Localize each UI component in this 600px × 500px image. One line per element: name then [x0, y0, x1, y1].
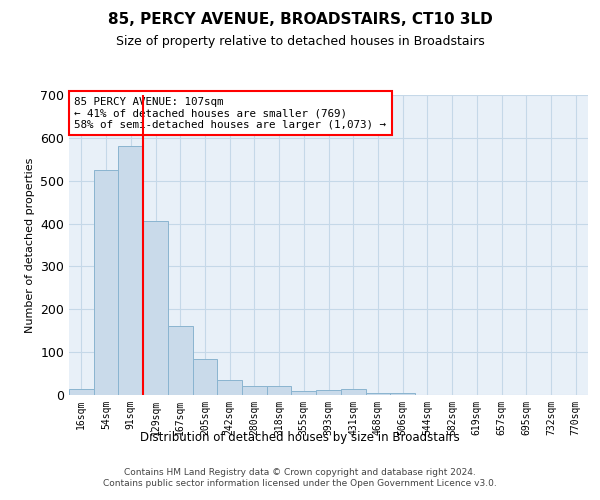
Bar [168, 326, 193, 395]
Bar [341, 388, 365, 395]
Bar [292, 390, 316, 395]
Bar [118, 146, 143, 395]
Bar [242, 386, 267, 395]
Bar [143, 222, 168, 395]
Bar [390, 393, 415, 395]
Bar [94, 170, 118, 395]
Bar [193, 358, 217, 395]
Bar [217, 380, 242, 395]
Bar [267, 386, 292, 395]
Bar [316, 390, 341, 395]
Y-axis label: Number of detached properties: Number of detached properties [25, 158, 35, 332]
Bar [365, 393, 390, 395]
Text: Contains HM Land Registry data © Crown copyright and database right 2024.
Contai: Contains HM Land Registry data © Crown c… [103, 468, 497, 487]
Text: 85 PERCY AVENUE: 107sqm
← 41% of detached houses are smaller (769)
58% of semi-d: 85 PERCY AVENUE: 107sqm ← 41% of detache… [74, 96, 386, 130]
Text: Size of property relative to detached houses in Broadstairs: Size of property relative to detached ho… [116, 35, 484, 48]
Text: 85, PERCY AVENUE, BROADSTAIRS, CT10 3LD: 85, PERCY AVENUE, BROADSTAIRS, CT10 3LD [107, 12, 493, 28]
Text: Distribution of detached houses by size in Broadstairs: Distribution of detached houses by size … [140, 431, 460, 444]
Bar [69, 388, 94, 395]
